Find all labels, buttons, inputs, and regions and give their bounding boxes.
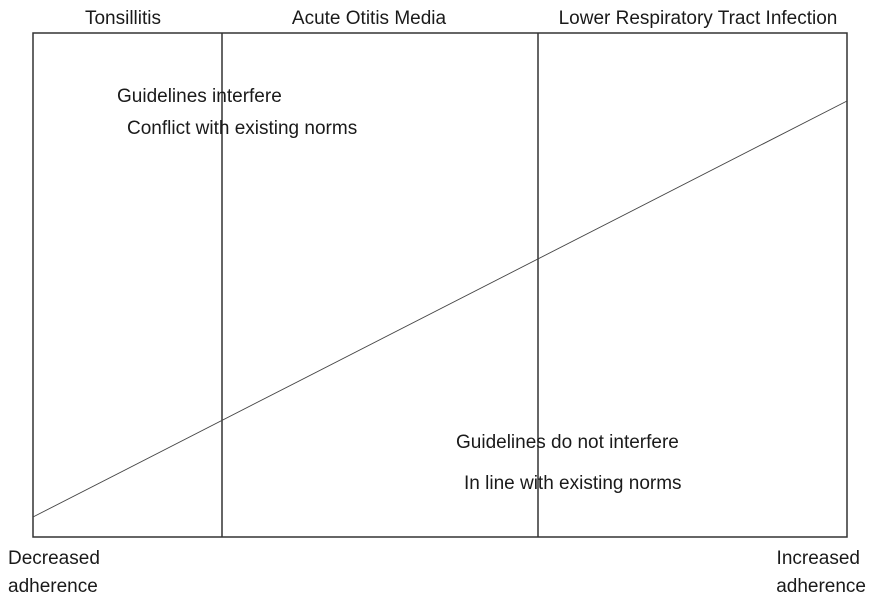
region-subtitle: Conflict with existing norms	[127, 118, 357, 139]
frame	[32, 32, 848, 538]
region-title: Guidelines interfere	[117, 86, 282, 107]
region-title: Guidelines do not interfere	[456, 432, 679, 453]
region-subtitle: In line with existing norms	[464, 473, 682, 494]
axis-label: Decreased	[8, 548, 100, 569]
column-label: Tonsillitis	[85, 8, 161, 29]
axis-label: Increased	[777, 548, 860, 569]
axis-label: adherence	[8, 576, 98, 597]
column-label: Lower Respiratory Tract Infection	[559, 8, 838, 29]
axis-label: adherence	[776, 576, 866, 597]
diagonal-line	[32, 100, 848, 518]
column-label: Acute Otitis Media	[292, 8, 447, 29]
